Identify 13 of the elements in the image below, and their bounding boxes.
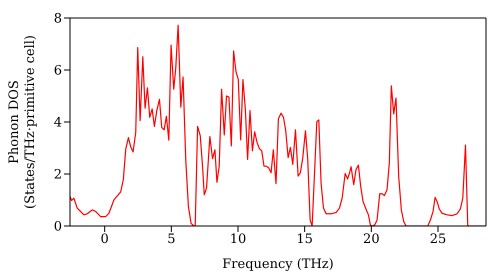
x-tick-label: 20 bbox=[363, 232, 380, 248]
y-tick-label: 8 bbox=[54, 12, 62, 27]
y-tick-label: 2 bbox=[54, 168, 62, 183]
y-tick-label: 4 bbox=[54, 116, 62, 131]
x-tick-label: 0 bbox=[100, 232, 109, 248]
y-axis-title: Phonon DOS (States/THz·primitive cell) bbox=[7, 34, 38, 210]
y-tick-label: 6 bbox=[54, 64, 62, 79]
x-tick-label: 5 bbox=[167, 232, 176, 248]
x-tick-label: 15 bbox=[296, 232, 313, 248]
y-tick-label: 0 bbox=[54, 220, 62, 235]
x-tick-label: 10 bbox=[230, 232, 246, 248]
x-tick-label: 25 bbox=[430, 232, 446, 248]
x-axis-title: Frequency (THz) bbox=[222, 257, 334, 272]
